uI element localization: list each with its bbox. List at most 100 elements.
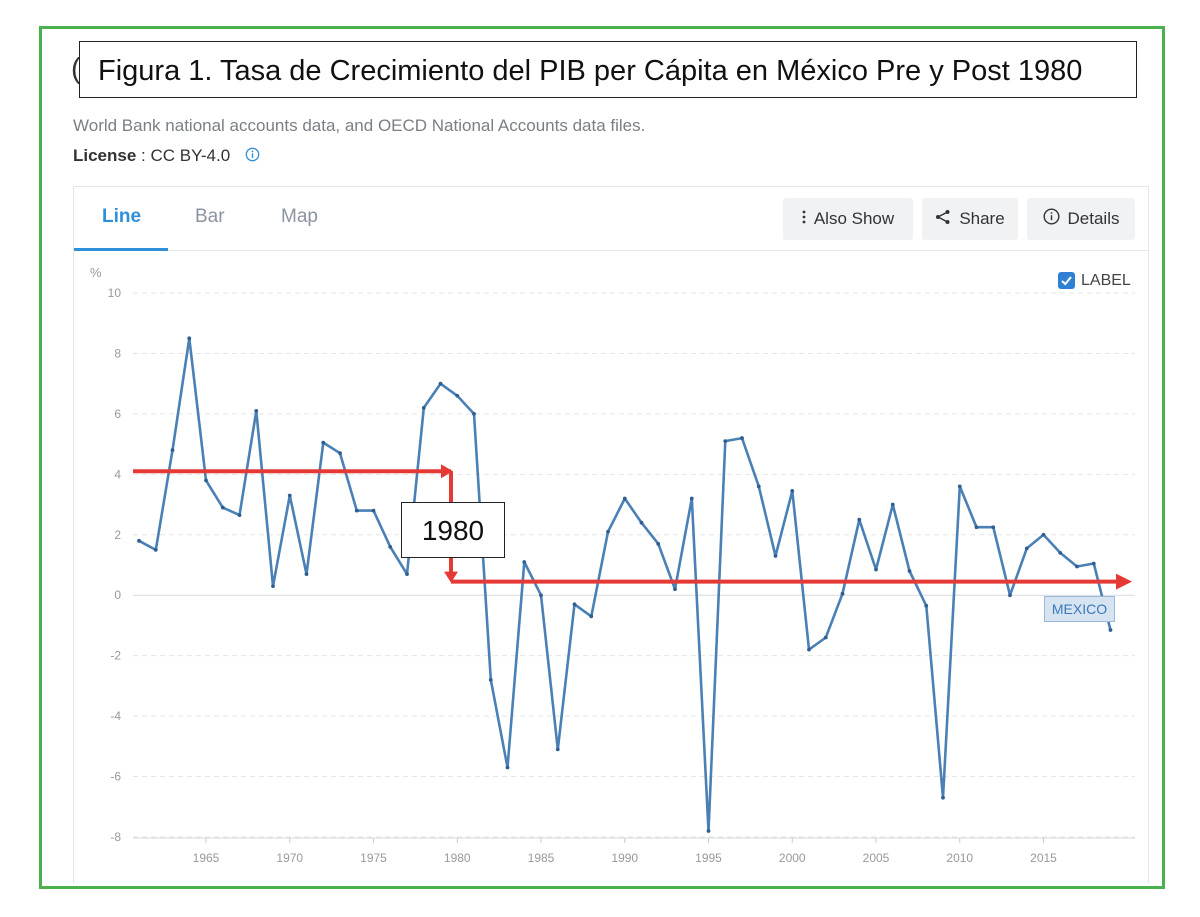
data-point — [740, 436, 744, 440]
data-point — [957, 484, 962, 489]
share-icon — [935, 209, 951, 230]
y-tick-label: -2 — [110, 649, 121, 663]
data-point — [807, 647, 811, 652]
y-tick-label: 6 — [114, 407, 121, 421]
data-point — [388, 544, 393, 549]
tab-bar[interactable]: Bar — [195, 206, 225, 227]
info-circle-icon — [1043, 208, 1060, 230]
data-point — [656, 541, 661, 546]
label-checkbox[interactable] — [1058, 272, 1075, 289]
license-line: License : CC BY-4.0 — [73, 146, 260, 167]
data-point — [639, 520, 644, 525]
data-point — [1091, 561, 1096, 566]
data-point — [857, 517, 862, 522]
x-tick-label: 1990 — [611, 851, 638, 865]
data-point — [220, 505, 225, 510]
also-show-button[interactable]: Also Show — [783, 198, 913, 240]
data-point — [421, 405, 426, 410]
data-point — [1075, 564, 1079, 569]
license-value: CC BY-4.0 — [150, 146, 231, 165]
y-tick-label: -4 — [110, 709, 121, 723]
data-point — [622, 496, 627, 501]
data-point — [790, 489, 795, 493]
data-point — [606, 529, 610, 534]
tab-line[interactable]: Line — [102, 206, 142, 227]
data-point — [405, 572, 409, 576]
checkmark-icon — [1061, 276, 1072, 286]
post-1980-arrowhead — [1116, 573, 1132, 590]
data-point — [455, 393, 460, 398]
y-tick-label: -8 — [110, 830, 121, 844]
x-tick-label: 2010 — [946, 851, 973, 865]
data-point — [170, 448, 175, 453]
data-point — [505, 765, 510, 770]
y-tick-label: 2 — [114, 528, 121, 542]
data-point — [907, 569, 912, 573]
x-tick-label: 1975 — [360, 851, 387, 865]
data-point — [974, 525, 979, 530]
data-point — [338, 451, 342, 456]
data-point — [522, 560, 527, 564]
x-tick-label: 1965 — [193, 851, 220, 865]
data-point — [287, 493, 292, 498]
data-point — [840, 591, 845, 596]
data-point — [354, 508, 359, 513]
series-label-mexico: MEXICO — [1044, 596, 1115, 622]
data-point — [941, 795, 945, 800]
data-point — [706, 829, 711, 833]
info-icon[interactable] — [245, 147, 260, 167]
data-point — [304, 572, 309, 576]
data-point — [823, 635, 828, 640]
details-button[interactable]: Details — [1027, 198, 1135, 240]
y-tick-label: 8 — [114, 346, 121, 360]
source-text: World Bank national accounts data, and O… — [73, 116, 646, 135]
data-point — [773, 554, 778, 558]
x-tick-label: 1970 — [276, 851, 303, 865]
details-label: Details — [1067, 209, 1120, 228]
x-tick-label: 1980 — [444, 851, 471, 865]
series-line-mexico — [138, 336, 1112, 833]
data-point — [991, 525, 996, 530]
y-axis-unit: % — [90, 265, 102, 280]
data-point — [1041, 532, 1046, 537]
data-point — [153, 547, 158, 552]
data-point — [321, 440, 326, 445]
data-point — [254, 408, 259, 413]
hidden-title-fragment: ( — [71, 53, 81, 85]
data-point — [589, 614, 594, 619]
y-tick-label: 0 — [114, 588, 121, 602]
data-point — [1024, 546, 1029, 551]
figure-frame — [39, 26, 1165, 889]
data-point — [756, 484, 761, 489]
y-tick-label: 4 — [114, 467, 121, 481]
x-tick-label: 1985 — [528, 851, 555, 865]
x-tick-label: 2015 — [1030, 851, 1057, 865]
y-tick-label: 10 — [108, 286, 122, 300]
data-point — [187, 336, 192, 341]
x-tick-label: 2000 — [779, 851, 806, 865]
data-point — [555, 747, 560, 752]
data-point — [1108, 628, 1113, 632]
tab-map[interactable]: Map — [281, 206, 318, 227]
share-button[interactable]: Share — [922, 198, 1018, 240]
data-point — [874, 567, 878, 572]
data-point — [137, 538, 141, 543]
y-tick-label: -6 — [110, 770, 121, 784]
data-point — [488, 677, 493, 682]
share-label: Share — [959, 209, 1005, 228]
data-point — [204, 478, 208, 483]
data-point — [1008, 593, 1012, 598]
data-point — [1058, 551, 1063, 555]
pre-1980-arrowhead — [441, 464, 453, 479]
data-point — [539, 593, 543, 598]
data-point — [472, 411, 476, 416]
data-point — [890, 502, 895, 507]
data-point — [572, 602, 577, 607]
figure-title-box: Figura 1. Tasa de Crecimiento del PIB pe… — [79, 41, 1137, 98]
tab-divider — [74, 250, 1148, 251]
break-arrowhead — [444, 571, 458, 583]
data-point — [689, 496, 694, 501]
data-point — [673, 587, 677, 592]
x-tick-label: 2005 — [863, 851, 890, 865]
